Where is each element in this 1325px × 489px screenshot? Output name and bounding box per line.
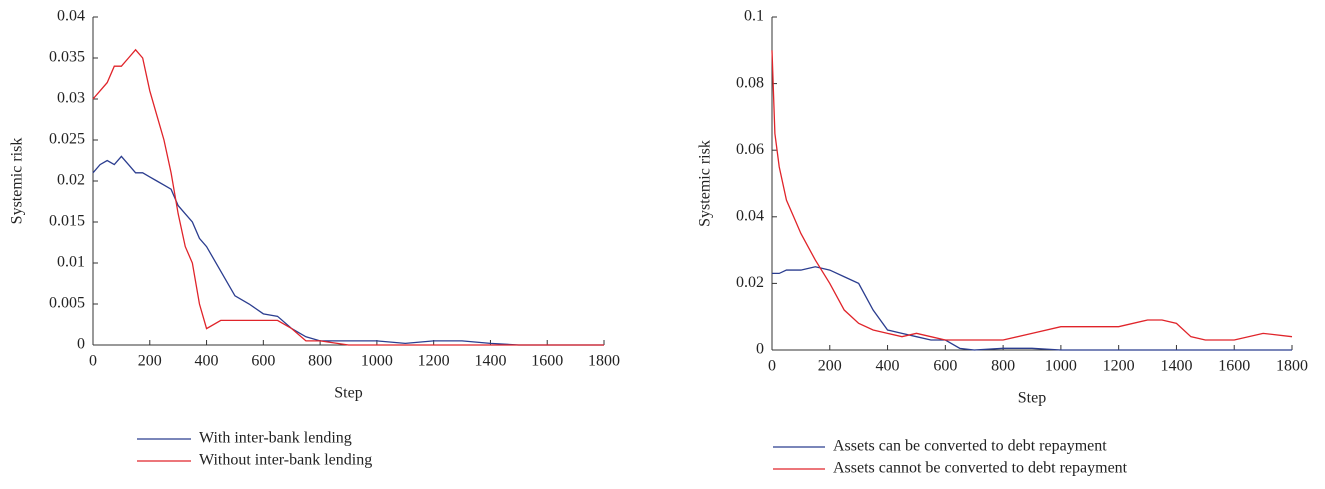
x-tick-label: 200	[818, 358, 842, 375]
x-tick-label: 1000	[361, 353, 393, 370]
x-tick-label: 1600	[1218, 358, 1250, 375]
x-axis-label: Step	[1018, 390, 1046, 407]
y-tick-label: 0	[77, 336, 85, 353]
x-tick-label: 1400	[474, 353, 506, 370]
x-tick-label: 1400	[1160, 358, 1192, 375]
y-tick-label: 0.03	[57, 90, 85, 107]
legend-label: Assets cannot be converted to debt repay…	[833, 460, 1128, 477]
y-tick-label: 0.04	[736, 207, 764, 224]
x-tick-label: 0	[89, 353, 97, 370]
data-line	[771, 50, 1293, 341]
y-tick-label: 0.1	[744, 8, 764, 25]
x-tick-label: 1200	[418, 353, 450, 370]
x-tick-label: 1800	[588, 353, 620, 370]
x-tick-label: 1000	[1045, 358, 1077, 375]
x-tick-label: 400	[876, 358, 900, 375]
x-tick-label: 600	[251, 353, 275, 370]
y-tick-label: 0.04	[57, 8, 85, 25]
legend-label: Assets can be converted to debt repaymen…	[833, 438, 1107, 455]
y-tick-label: 0.025	[49, 131, 85, 148]
y-tick-label: 0.02	[736, 274, 764, 291]
y-tick-label: 0.01	[57, 254, 85, 271]
x-tick-label: 1200	[1103, 358, 1135, 375]
y-axis-label: Systemic risk	[9, 138, 26, 225]
x-axis-label: Step	[334, 385, 362, 402]
x-tick-label: 200	[138, 353, 162, 370]
x-tick-label: 1800	[1276, 358, 1308, 375]
x-tick-label: 0	[768, 358, 776, 375]
y-axis-label: Systemic risk	[697, 140, 714, 227]
legend-label: With inter-bank lending	[199, 430, 352, 447]
x-tick-label: 800	[308, 353, 332, 370]
data-line	[772, 266, 1292, 351]
y-tick-label: 0.02	[57, 172, 85, 189]
y-tick-label: 0.08	[736, 74, 764, 91]
x-tick-label: 400	[195, 353, 219, 370]
y-tick-label: 0	[756, 341, 764, 358]
y-tick-label: 0.035	[49, 49, 85, 66]
data-line	[92, 155, 604, 346]
x-tick-label: 600	[933, 358, 957, 375]
data-line	[92, 48, 604, 346]
y-tick-label: 0.015	[49, 213, 85, 230]
legend-label: Without inter-bank lending	[199, 452, 372, 469]
x-tick-label: 1600	[531, 353, 563, 370]
x-tick-label: 800	[991, 358, 1015, 375]
y-tick-label: 0.06	[736, 141, 764, 158]
y-tick-label: 0.005	[49, 295, 85, 312]
